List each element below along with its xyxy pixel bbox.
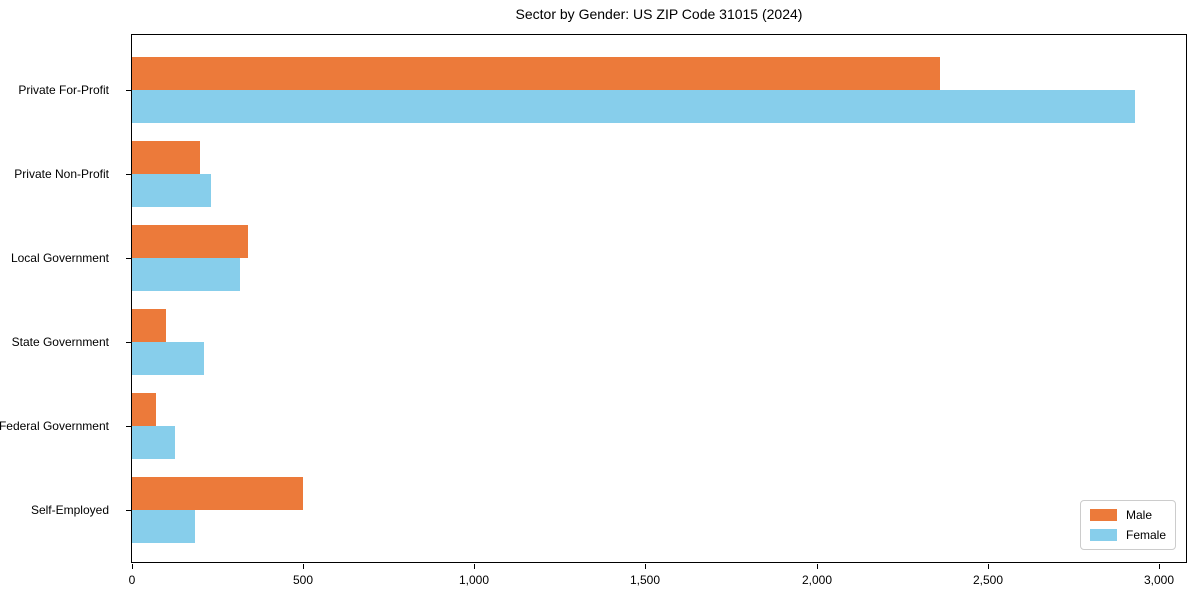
x-axis-tick xyxy=(303,564,304,569)
x-axis-tick-label: 500 xyxy=(292,573,314,587)
bar-female-local-government xyxy=(132,258,240,291)
x-axis-tick-label: 1,500 xyxy=(629,573,661,587)
x-axis-tick xyxy=(645,564,646,569)
y-axis-tick xyxy=(126,174,131,175)
x-axis-tick xyxy=(1159,564,1160,569)
y-axis-tick xyxy=(126,90,131,91)
legend-swatch-male xyxy=(1089,509,1117,521)
x-axis-tick-label: 2,500 xyxy=(972,573,1004,587)
bar-male-private-non-profit xyxy=(132,141,200,174)
bar-male-federal-government xyxy=(132,393,156,426)
x-axis-tick-label: 3,000 xyxy=(1143,573,1175,587)
y-axis-tick xyxy=(126,510,131,511)
y-axis-label-local-government: Local Government xyxy=(10,251,109,265)
x-axis-tick xyxy=(817,564,818,569)
legend-label-female: Female xyxy=(1125,528,1166,542)
x-axis-tick-label: 0 xyxy=(128,573,136,587)
bar-female-private-non-profit xyxy=(132,174,211,207)
bar-male-private-for-profit xyxy=(132,57,940,90)
bar-female-federal-government xyxy=(132,426,175,459)
plot-area: 0 500 1,000 1,500 2,000 2,500 3,000 Private Fo… xyxy=(0,34,1187,587)
x-axis-tick xyxy=(474,564,475,569)
y-axis-tick xyxy=(126,342,131,343)
chart-title: Sector by Gender: US ZIP Code 31015 (202… xyxy=(515,6,803,22)
legend: Male Female xyxy=(1079,500,1176,550)
y-axis-label-state-government: State Government xyxy=(11,335,109,349)
x-axis-tick xyxy=(988,564,989,569)
y-axis-tick xyxy=(126,258,131,259)
legend-item-male: Male xyxy=(1089,508,1166,522)
y-axis-label-private-non-profit: Private Non-Profit xyxy=(14,167,109,181)
legend-label-male: Male xyxy=(1125,508,1152,522)
y-axis-tick xyxy=(126,426,131,427)
y-axis-label-self-employed: Self-Employed xyxy=(30,503,109,517)
x-axis-tick-label: 2,000 xyxy=(801,573,833,587)
y-axis-label-federal-government: Federal Government xyxy=(0,419,109,433)
bar-male-self-employed xyxy=(132,477,303,510)
x-axis-tick xyxy=(132,564,133,569)
bar-male-local-government xyxy=(132,225,248,258)
bar-male-state-government xyxy=(132,309,166,342)
legend-swatch-female xyxy=(1089,529,1117,541)
bar-female-self-employed xyxy=(132,510,195,543)
legend-item-female: Female xyxy=(1089,528,1166,542)
bar-female-state-government xyxy=(132,342,204,375)
y-axis-label-private-for-profit: Private For-Profit xyxy=(18,83,109,97)
bar-female-private-for-profit xyxy=(132,90,1135,123)
x-axis-tick-label: 1,000 xyxy=(458,573,490,587)
